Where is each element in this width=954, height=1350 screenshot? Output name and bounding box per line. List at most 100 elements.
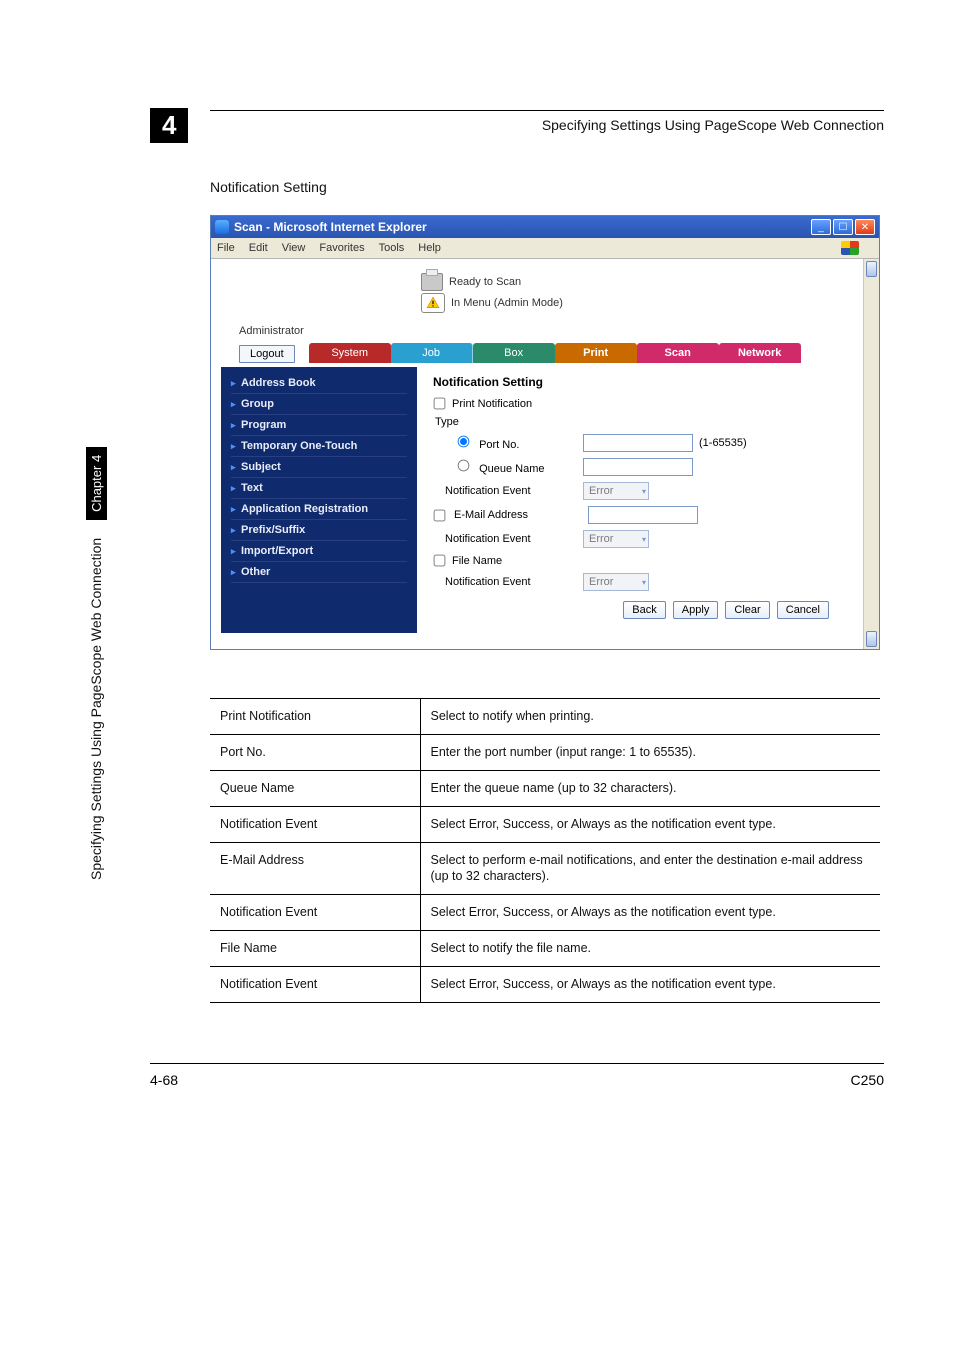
table-row: Notification EventSelect Error, Success,… bbox=[210, 806, 880, 842]
file-name-checkbox[interactable] bbox=[434, 555, 446, 567]
param-desc: Select to notify when printing. bbox=[420, 699, 880, 735]
param-desc: Select Error, Success, or Always as the … bbox=[420, 895, 880, 931]
param-desc: Enter the port number (input range: 1 to… bbox=[420, 734, 880, 770]
notif-event-label-3: Notification Event bbox=[433, 576, 583, 588]
ie-throbber-icon bbox=[841, 241, 859, 255]
back-button[interactable]: Back bbox=[623, 601, 665, 619]
menu-tools[interactable]: Tools bbox=[379, 242, 405, 254]
param-desc: Enter the queue name (up to 32 character… bbox=[420, 770, 880, 806]
description-table: Print NotificationSelect to notify when … bbox=[210, 698, 880, 1003]
table-row: Notification EventSelect Error, Success,… bbox=[210, 895, 880, 931]
sidebar-item-address-book[interactable]: Address Book bbox=[231, 373, 407, 394]
sidebar-item-other[interactable]: Other bbox=[231, 562, 407, 583]
param-desc: Select to perform e-mail notifications, … bbox=[420, 842, 880, 895]
ie-window: Scan - Microsoft Internet Explorer _ ☐ ✕… bbox=[210, 215, 880, 650]
queue-name-label: Queue Name bbox=[479, 463, 544, 475]
notif-event-label-2: Notification Event bbox=[433, 533, 583, 545]
queue-name-radio[interactable] bbox=[458, 460, 470, 472]
cancel-button[interactable]: Cancel bbox=[777, 601, 829, 619]
table-row: Queue NameEnter the queue name (up to 32… bbox=[210, 770, 880, 806]
sidebar-item-subject[interactable]: Subject bbox=[231, 457, 407, 478]
chevron-down-icon: ▾ bbox=[642, 578, 646, 587]
print-notification-label: Print Notification bbox=[452, 398, 532, 410]
warning-icon bbox=[421, 293, 445, 313]
main-panel: Notification Setting Print Notification … bbox=[417, 367, 869, 633]
close-button[interactable]: ✕ bbox=[855, 219, 875, 235]
clear-button[interactable]: Clear bbox=[725, 601, 769, 619]
tab-box[interactable]: Box bbox=[473, 343, 555, 363]
sidebar-item-import-export[interactable]: Import/Export bbox=[231, 541, 407, 562]
param-name: Print Notification bbox=[210, 699, 420, 735]
sidebar-item-text[interactable]: Text bbox=[231, 478, 407, 499]
maximize-button[interactable]: ☐ bbox=[833, 219, 853, 235]
param-name: Queue Name bbox=[210, 770, 420, 806]
param-name: Notification Event bbox=[210, 895, 420, 931]
notif-event-select-3[interactable]: Error▾ bbox=[583, 573, 649, 591]
notif-event-select-2[interactable]: Error▾ bbox=[583, 530, 649, 548]
param-name: Port No. bbox=[210, 734, 420, 770]
menu-favorites[interactable]: Favorites bbox=[319, 242, 364, 254]
email-address-checkbox[interactable] bbox=[434, 509, 446, 521]
window-title: Scan - Microsoft Internet Explorer bbox=[234, 220, 809, 234]
tab-system[interactable]: System bbox=[309, 343, 391, 363]
print-notification-checkbox[interactable] bbox=[434, 398, 446, 410]
side-vertical-label: Specifying Settings Using PageScope Web … bbox=[86, 280, 108, 880]
menu-help[interactable]: Help bbox=[418, 242, 441, 254]
page-content: Ready to Scan In Menu (Admin Mode) Admin… bbox=[211, 259, 879, 649]
port-range-label: (1-65535) bbox=[699, 437, 747, 449]
sidebar-item-application-registration[interactable]: Application Registration bbox=[231, 499, 407, 520]
section-title: Notification Setting bbox=[210, 179, 884, 195]
param-desc: Select to notify the file name. bbox=[420, 931, 880, 967]
table-row: Port No.Enter the port number (input ran… bbox=[210, 734, 880, 770]
sidebar-item-program[interactable]: Program bbox=[231, 415, 407, 436]
chevron-down-icon: ▾ bbox=[642, 487, 646, 496]
port-no-radio[interactable] bbox=[458, 436, 470, 448]
minimize-button[interactable]: _ bbox=[811, 219, 831, 235]
ie-icon bbox=[215, 220, 229, 234]
notif-event-select-1[interactable]: Error▾ bbox=[583, 482, 649, 500]
menu-view[interactable]: View bbox=[282, 242, 306, 254]
side-nav: Address Book Group Program Temporary One… bbox=[221, 367, 417, 633]
tab-job[interactable]: Job bbox=[391, 343, 473, 363]
chapter-number-badge: 4 bbox=[150, 108, 188, 143]
status-ready: Ready to Scan bbox=[449, 276, 521, 288]
tab-scan[interactable]: Scan bbox=[637, 343, 719, 363]
footer-model: C250 bbox=[851, 1072, 884, 1088]
param-name: Notification Event bbox=[210, 967, 420, 1003]
ie-menubar: File Edit View Favorites Tools Help bbox=[211, 238, 879, 259]
type-label: Type bbox=[433, 416, 583, 428]
menu-file[interactable]: File bbox=[217, 242, 235, 254]
apply-button[interactable]: Apply bbox=[673, 601, 719, 619]
tab-network[interactable]: Network bbox=[719, 343, 801, 363]
param-name: E-Mail Address bbox=[210, 842, 420, 895]
status-mode: In Menu (Admin Mode) bbox=[451, 297, 563, 309]
table-row: Notification EventSelect Error, Success,… bbox=[210, 967, 880, 1003]
side-chapter-badge: Chapter 4 bbox=[86, 447, 107, 520]
table-row: File NameSelect to notify the file name. bbox=[210, 931, 880, 967]
panel-title: Notification Setting bbox=[433, 375, 857, 389]
sidebar-item-temporary-one-touch[interactable]: Temporary One-Touch bbox=[231, 436, 407, 457]
page-header: Specifying Settings Using PageScope Web … bbox=[210, 110, 884, 133]
port-no-label: Port No. bbox=[479, 439, 519, 451]
notif-event-label-1: Notification Event bbox=[433, 485, 583, 497]
side-text: Specifying Settings Using PageScope Web … bbox=[88, 538, 104, 880]
param-name: File Name bbox=[210, 931, 420, 967]
chevron-down-icon: ▾ bbox=[642, 535, 646, 544]
queue-name-input[interactable] bbox=[583, 458, 693, 476]
param-desc: Select Error, Success, or Always as the … bbox=[420, 806, 880, 842]
file-name-label: File Name bbox=[452, 555, 502, 567]
param-name: Notification Event bbox=[210, 806, 420, 842]
table-row: E-Mail AddressSelect to perform e-mail n… bbox=[210, 842, 880, 895]
port-no-input[interactable] bbox=[583, 434, 693, 452]
sidebar-item-group[interactable]: Group bbox=[231, 394, 407, 415]
table-row: Print NotificationSelect to notify when … bbox=[210, 699, 880, 735]
param-desc: Select Error, Success, or Always as the … bbox=[420, 967, 880, 1003]
window-titlebar: Scan - Microsoft Internet Explorer _ ☐ ✕ bbox=[211, 216, 879, 238]
sidebar-item-prefix-suffix[interactable]: Prefix/Suffix bbox=[231, 520, 407, 541]
menu-edit[interactable]: Edit bbox=[249, 242, 268, 254]
logout-button[interactable]: Logout bbox=[239, 345, 295, 363]
printer-icon bbox=[421, 273, 443, 291]
email-address-input[interactable] bbox=[588, 506, 698, 524]
tab-print[interactable]: Print bbox=[555, 343, 637, 363]
footer-page-number: 4-68 bbox=[150, 1072, 178, 1088]
